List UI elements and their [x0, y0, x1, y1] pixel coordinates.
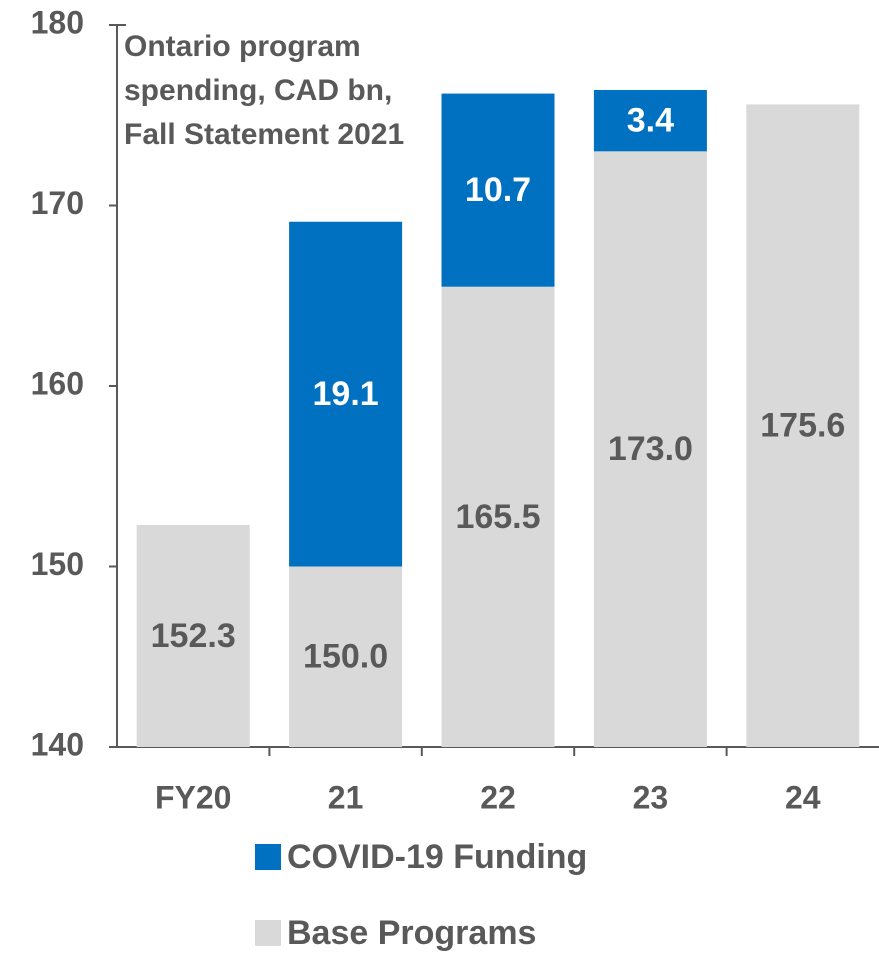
legend-label: COVID-19 Funding: [287, 838, 587, 876]
data-label: 19.1: [313, 375, 379, 413]
x-tick-label: FY20: [155, 779, 231, 815]
y-tick-label: 150: [31, 546, 84, 582]
data-label: 3.4: [627, 102, 674, 140]
chart-title: spending, CAD bn,: [124, 74, 392, 107]
data-label: 150.0: [303, 638, 388, 676]
data-label: 152.3: [151, 617, 236, 655]
data-label: 175.6: [760, 407, 845, 445]
chart-title: Ontario program: [124, 30, 361, 63]
x-tick-label: 23: [633, 779, 669, 815]
y-tick-label: 160: [31, 365, 84, 401]
data-label: 173.0: [608, 430, 693, 468]
chart-title: Fall Statement 2021: [124, 118, 404, 151]
x-tick-label: 21: [328, 779, 364, 815]
bar-segment: [289, 221, 403, 567]
data-label: 165.5: [455, 498, 540, 536]
bar-segment: [441, 93, 555, 287]
x-tick-label: 24: [785, 779, 821, 815]
bar-segment: [136, 524, 250, 747]
bar-segment: [593, 151, 707, 748]
legend-swatch: [255, 844, 281, 870]
bar-segment: [441, 286, 555, 747]
bar-segment: [593, 89, 707, 152]
bar-segment: [289, 566, 403, 747]
y-tick-label: 170: [31, 185, 84, 221]
y-tick-label: 180: [31, 4, 84, 40]
data-label: 10.7: [465, 171, 531, 209]
y-tick-label: 140: [31, 726, 84, 762]
bar-segment: [746, 104, 860, 748]
legend-swatch: [255, 920, 281, 946]
legend-label: Base Programs: [287, 914, 536, 952]
x-tick-label: 22: [480, 779, 516, 815]
